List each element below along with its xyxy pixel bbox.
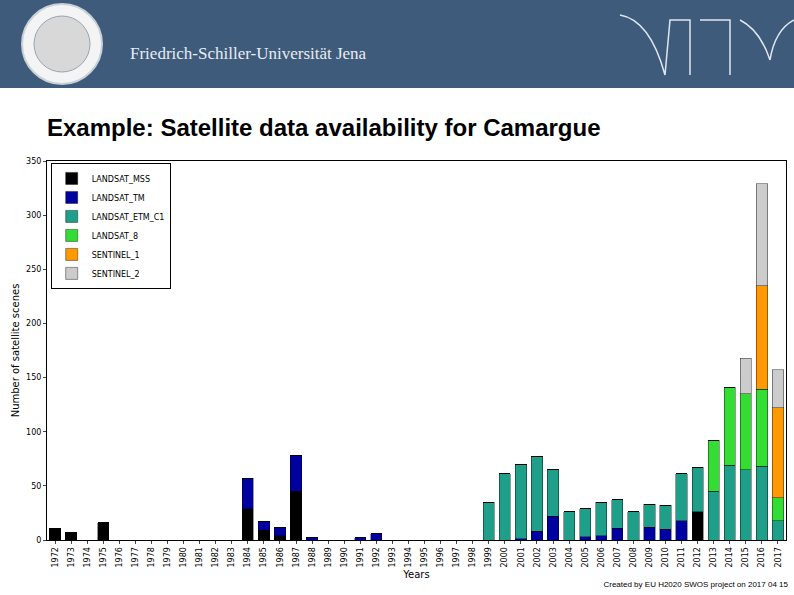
svg-text:1993: 1993 (388, 547, 397, 567)
svg-text:1977: 1977 (131, 547, 140, 567)
svg-text:1989: 1989 (324, 547, 333, 567)
svg-text:1987: 1987 (292, 547, 301, 567)
svg-text:1972: 1972 (51, 547, 60, 567)
svg-text:2000: 2000 (500, 547, 509, 567)
svg-text:1988: 1988 (308, 547, 317, 567)
html-text:Example: Satellite data availa: Example: Satellite data availability for… (47, 114, 601, 141)
svg-text:350: 350 (26, 157, 41, 166)
svg-text:2013: 2013 (709, 547, 718, 567)
svg-text:1973: 1973 (67, 547, 76, 567)
svg-text:LANDSAT_8: LANDSAT_8 (92, 232, 138, 241)
svg-text:0: 0 (36, 536, 41, 545)
svg-text:1992: 1992 (372, 547, 381, 567)
svg-text:1978: 1978 (147, 547, 156, 567)
svg-text:1983: 1983 (227, 547, 236, 567)
svg-text:1986: 1986 (276, 547, 285, 567)
svg-text:1981: 1981 (195, 547, 204, 567)
svg-text:50: 50 (31, 482, 41, 491)
svg-text:100: 100 (26, 428, 41, 437)
svg-text:1984: 1984 (243, 547, 252, 567)
svg-text:1996: 1996 (436, 547, 445, 567)
html-text:Created by EU H2020 SWOS proje: Created by EU H2020 SWOS project on 2017… (603, 580, 788, 589)
svg-text:2005: 2005 (581, 547, 590, 567)
svg-text:SENTINEL_2: SENTINEL_2 (92, 270, 140, 279)
svg-text:2011: 2011 (677, 547, 686, 567)
svg-text:2002: 2002 (533, 547, 542, 567)
svg-text:2014: 2014 (725, 547, 734, 567)
svg-text:LANDSAT_ETM_C1: LANDSAT_ETM_C1 (92, 213, 165, 222)
svg-text:2009: 2009 (645, 547, 654, 567)
svg-text:1991: 1991 (356, 547, 365, 567)
svg-text:1998: 1998 (468, 547, 477, 567)
svg-text:1990: 1990 (340, 547, 349, 567)
svg-text:1976: 1976 (115, 547, 124, 567)
svg-text:2003: 2003 (549, 547, 558, 567)
svg-text:1975: 1975 (99, 547, 108, 567)
svg-text:2006: 2006 (597, 547, 606, 567)
svg-text:2016: 2016 (758, 547, 767, 567)
html-text:Friedrich-Schiller-Universität: Friedrich-Schiller-Universität Jena (130, 44, 367, 63)
svg-text:2017: 2017 (774, 547, 783, 567)
svg-text:2012: 2012 (693, 547, 702, 567)
svg-text:2001: 2001 (517, 547, 526, 567)
svg-text:2015: 2015 (741, 547, 750, 567)
svg-text:2004: 2004 (565, 547, 574, 567)
svg-text:Number of satellite scenes: Number of satellite scenes (10, 284, 21, 418)
svg-text:1995: 1995 (420, 547, 429, 567)
svg-text:200: 200 (26, 319, 41, 328)
svg-text:1999: 1999 (484, 547, 493, 567)
svg-text:1997: 1997 (452, 547, 461, 567)
svg-text:2010: 2010 (661, 547, 670, 567)
svg-text:2007: 2007 (613, 547, 622, 567)
svg-text:2008: 2008 (629, 547, 638, 567)
svg-text:1980: 1980 (179, 547, 188, 567)
svg-text:1979: 1979 (163, 547, 172, 567)
svg-text:1985: 1985 (259, 547, 268, 567)
svg-text:150: 150 (26, 373, 41, 382)
svg-text:300: 300 (26, 211, 41, 220)
svg-text:SENTINEL_1: SENTINEL_1 (92, 251, 140, 260)
svg-text:1994: 1994 (404, 547, 413, 567)
svg-text:1974: 1974 (83, 547, 92, 567)
svg-text:1982: 1982 (211, 547, 220, 567)
svg-text:LANDSAT_MSS: LANDSAT_MSS (92, 175, 150, 184)
svg-text:250: 250 (26, 265, 41, 274)
svg-text:Years: Years (402, 569, 429, 580)
svg-text:LANDSAT_TM: LANDSAT_TM (92, 194, 145, 203)
